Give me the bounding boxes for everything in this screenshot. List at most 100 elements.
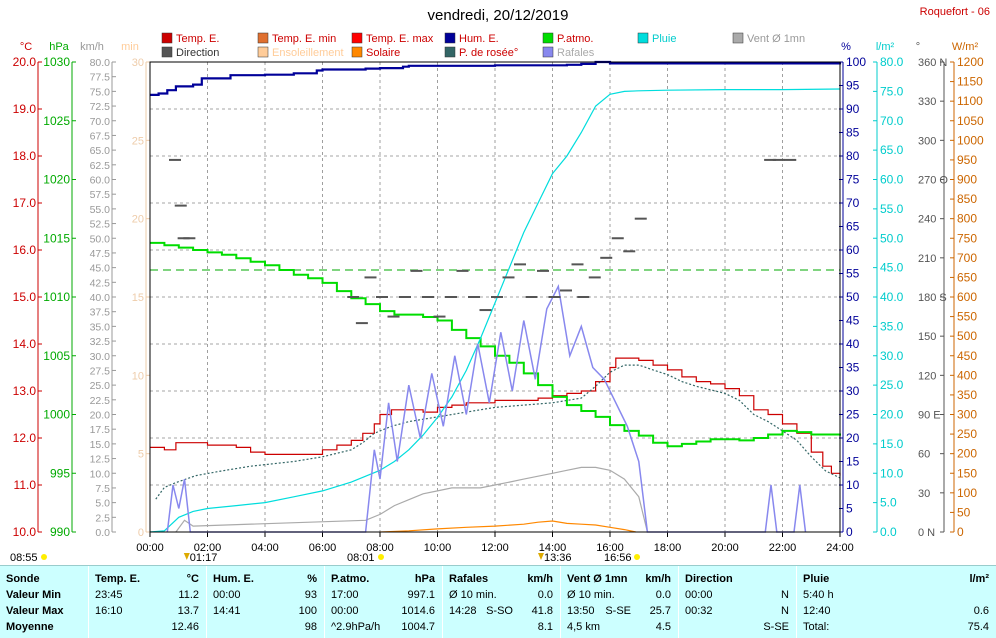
tick-label: 70 <box>846 196 860 210</box>
direction-mark <box>514 263 526 266</box>
tick-label: 650 <box>957 270 977 284</box>
tick-label: 10.0 <box>880 466 904 480</box>
tick-label: 35.0 <box>880 319 904 333</box>
cell-value: 75.4 <box>967 621 989 633</box>
tick-label: 62.5 <box>90 160 111 172</box>
tick-label: 550 <box>957 310 977 324</box>
tick-label: 20.0 <box>880 408 904 422</box>
table-row: Moyenne <box>0 619 88 635</box>
cell-value: N <box>781 589 789 601</box>
tick-label: 210 <box>918 253 936 265</box>
table-row: 12:40 0.6 <box>797 603 996 619</box>
legend-label: P.atmo. <box>557 33 594 45</box>
tick-label: 50.0 <box>90 233 111 245</box>
cell-direction: S-SE <box>605 605 631 617</box>
tick-label: 60.0 <box>880 173 904 187</box>
marker-time: 01:17 <box>190 552 218 564</box>
tick-label: 270 O <box>918 175 948 187</box>
direction-mark <box>764 158 777 161</box>
table-row: Valeur Min <box>0 587 88 603</box>
legend-label: Solaire <box>366 47 400 59</box>
tick-label: 75 <box>846 173 860 187</box>
legend-swatch <box>444 32 456 44</box>
tick-label: 75.0 <box>880 84 904 98</box>
legend-label: Rafales <box>557 47 595 59</box>
direction-mark <box>571 263 584 266</box>
tick-label: 200 <box>957 447 977 461</box>
x-tick-label: 14:00 <box>539 542 567 554</box>
series-rafales <box>166 284 807 533</box>
direction-mark <box>588 276 601 279</box>
cell-label: Ø 10 min. <box>449 589 497 601</box>
tick-label: 11.0 <box>14 478 37 492</box>
sunrise-icon <box>378 554 384 560</box>
sun-events: 08:55 08:01 16:56 01:17 13:36 <box>10 552 640 564</box>
header-label: P.atmo. <box>331 573 370 585</box>
tick-label: 250 <box>957 427 977 441</box>
table-column: Rafales km/h Ø 10 min. 0.0 14:28 S-SO 41.8 8.1 <box>442 566 561 638</box>
tick-label: 350 <box>957 388 977 402</box>
header-unit: °C <box>186 573 199 585</box>
legend-label: Direction <box>176 47 219 59</box>
tick-label: 750 <box>957 231 977 245</box>
table-header: Hum. E.% <box>207 571 325 587</box>
tick-label: 35 <box>846 361 860 375</box>
tick-label: 300 <box>957 408 977 422</box>
cell-value: 13.7 <box>177 605 199 617</box>
table-column: Vent Ø 1mn km/h Ø 10 min. 0.0 13:50 S-SE 25.7 4… <box>560 566 679 638</box>
header-label: Direction <box>685 573 733 585</box>
direction-mark <box>537 269 549 272</box>
tick-label: 30 <box>846 384 860 398</box>
table-row: 00:00 N <box>679 587 797 603</box>
table-row: S-SE <box>679 619 797 635</box>
tick-label: 800 <box>957 212 977 226</box>
tick-label: 15 <box>846 455 860 469</box>
table-row: Total: 75.4 <box>797 619 996 635</box>
tick-label: 5 <box>138 449 144 461</box>
tick-label: 25 <box>132 135 144 147</box>
tick-label: 85 <box>846 126 860 140</box>
direction-mark <box>174 204 187 207</box>
tick-label: 900 <box>957 173 977 187</box>
tick-label: 65.0 <box>880 143 904 157</box>
direction-mark <box>433 315 446 318</box>
tick-label: 600 <box>957 290 977 304</box>
tick-label: 700 <box>957 251 977 265</box>
cell-label: 23:45 <box>95 589 123 601</box>
tick-label: 12.5 <box>90 454 111 466</box>
cell-value: 12.46 <box>171 621 199 633</box>
direction-mark <box>600 256 613 259</box>
x-tick-label: 08:00 <box>366 542 394 554</box>
tick-label: 72.5 <box>90 101 111 113</box>
tick-label: 16.0 <box>13 243 37 257</box>
legend-label: Hum. E. <box>459 33 499 45</box>
legend-label: Temp. E. <box>176 33 219 45</box>
table-row: ^2.9hPa/h 1004.7 <box>325 619 443 635</box>
header-label: Vent Ø 1mn <box>567 573 628 585</box>
tick-label: 120 <box>918 370 936 382</box>
tick-label: 2.5 <box>95 512 110 524</box>
tick-label: 42.5 <box>90 277 111 289</box>
tick-label: 45.0 <box>90 263 111 275</box>
tick-label: 990 <box>50 525 70 539</box>
cell-label: ^2.9hPa/h <box>331 621 381 633</box>
tick-label: 20 <box>846 431 860 445</box>
tick-label: 55 <box>846 267 860 281</box>
legend-label: Ensoleillement <box>272 47 344 59</box>
cell-label: Valeur Max <box>6 605 64 617</box>
cell-label: 00:32 <box>685 605 713 617</box>
cell-value: 4.5 <box>655 621 671 633</box>
tick-label: 0 <box>138 527 144 539</box>
direction-mark <box>456 269 469 272</box>
tick-label: 100 <box>846 55 866 69</box>
table-column: Pluie l/m² 5:40 h 12:40 0.6 Total: 75.4 <box>796 566 996 638</box>
table-column: Direction 00:00 N 00:32 N S-SE <box>678 566 797 638</box>
cell-label: 00:00 <box>213 589 241 601</box>
tick-label: 850 <box>957 192 977 206</box>
tick-label: 37.5 <box>90 307 111 319</box>
marker-time: 13:36 <box>544 552 572 564</box>
direction-mark <box>183 237 196 240</box>
tick-label: 45 <box>846 314 860 328</box>
tick-label: 65.0 <box>90 145 111 157</box>
tick-label: 15 <box>132 292 144 304</box>
